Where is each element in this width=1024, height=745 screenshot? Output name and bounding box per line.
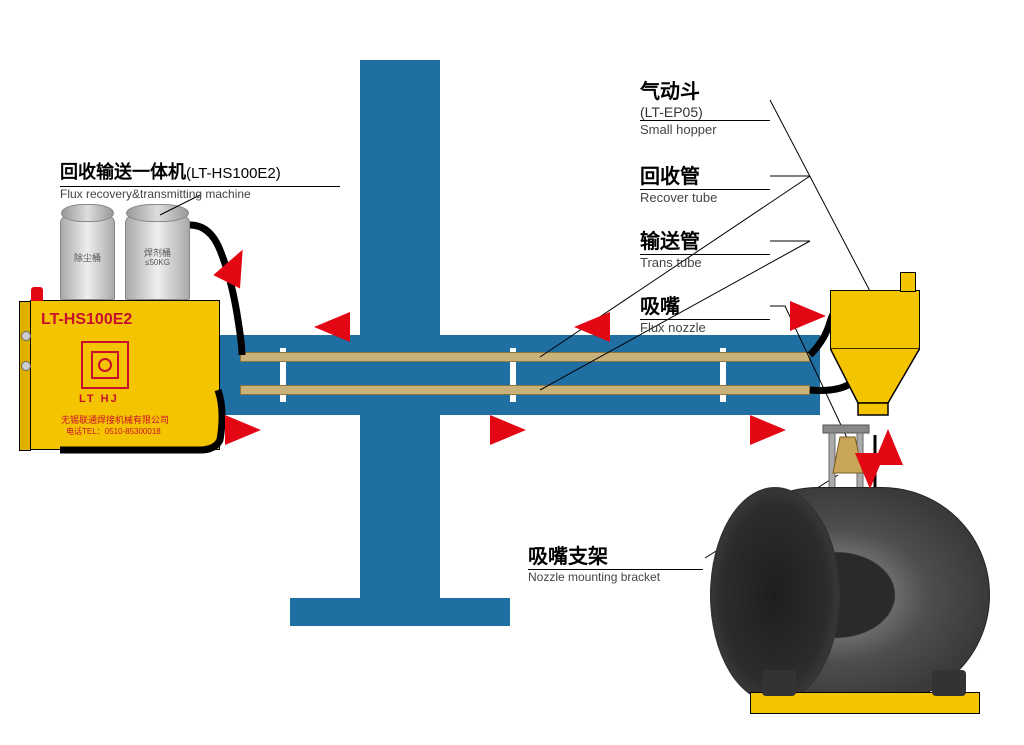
label-hopper: 气动斗 (LT-EP05) Small hopper xyxy=(640,75,770,137)
label-cn: 吸嘴 xyxy=(640,290,770,320)
column-base xyxy=(290,598,510,626)
label-en: Flux recovery&transmitting machine xyxy=(60,187,340,201)
label-en: Nozzle mounting bracket xyxy=(528,570,703,584)
flux-machine: LT-HS100E2 LT HJ 无锡联通焊接机械有限公司 电话TEL：0510… xyxy=(30,300,220,450)
label-cn: 回收管 xyxy=(640,160,770,190)
support-column xyxy=(360,60,440,600)
label-cn: 输送管 xyxy=(640,225,770,255)
warning-light-icon xyxy=(31,287,43,301)
machine-logo xyxy=(81,341,129,389)
label-en: Recover tube xyxy=(640,190,770,205)
recover-tube xyxy=(240,352,810,362)
gauge-icon xyxy=(21,331,31,341)
gauge-icon xyxy=(21,361,31,371)
roller-left xyxy=(762,670,796,696)
machine-brand-label: LT HJ xyxy=(79,393,119,405)
machine-subtext2: 电话TEL：0510-85300018 xyxy=(66,426,161,437)
label-recover: 回收管 Recover tube xyxy=(640,160,770,205)
label-trans: 输送管 Trans tube xyxy=(640,225,770,270)
label-model: (LT-HS100E2) xyxy=(186,165,281,182)
label-cn: 吸嘴支架 xyxy=(528,540,703,570)
flux-cylinder: 焊剂桶 ≤50KG xyxy=(125,215,190,300)
roller-right xyxy=(932,670,966,696)
machine-subtext1: 无锡联通焊接机械有限公司 xyxy=(61,413,169,426)
label-machine: 回收输送一体机(LT-HS100E2) Flux recovery&transm… xyxy=(60,158,340,201)
cylinder-label: 除尘桶 xyxy=(61,251,114,264)
label-en: Flux nozzle xyxy=(640,320,770,335)
label-cn: 气动斗 xyxy=(640,75,770,104)
label-cn: 回收输送一体机 xyxy=(60,162,186,182)
label-en: Small hopper xyxy=(640,122,770,137)
machine-model-label: LT-HS100E2 xyxy=(41,311,132,329)
label-bracket: 吸嘴支架 Nozzle mounting bracket xyxy=(528,540,703,584)
label-nozzle: 吸嘴 Flux nozzle xyxy=(640,290,770,335)
trans-tube xyxy=(240,385,810,395)
label-sub: (LT-EP05) xyxy=(640,104,770,121)
cylinder-label2: ≤50KG xyxy=(126,258,189,267)
label-en: Trans tube xyxy=(640,255,770,270)
dust-cylinder: 除尘桶 xyxy=(60,215,115,300)
